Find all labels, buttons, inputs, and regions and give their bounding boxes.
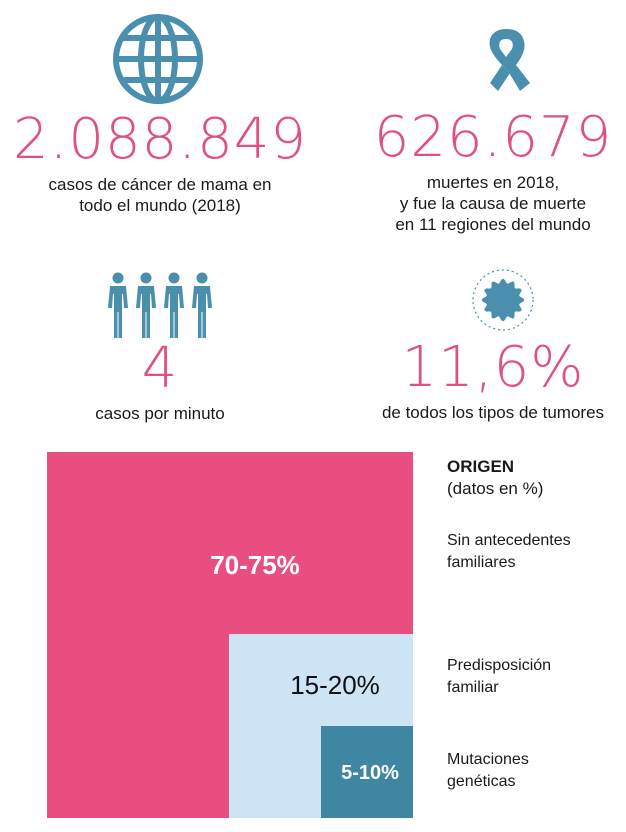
stat-cases-caption: casos de cáncer de mama en todo el mundo… bbox=[0, 174, 320, 216]
ribbon-icon bbox=[489, 29, 530, 91]
stat-per-minute-value: 4 bbox=[141, 336, 179, 401]
stat-cases-value: 2.088.849 bbox=[12, 107, 307, 172]
label-no-family-history: 70-75% bbox=[210, 549, 300, 580]
stat-per-minute-caption: casos por minuto bbox=[0, 403, 320, 424]
caption-line: en 11 regiones del mundo bbox=[395, 215, 591, 234]
stat-tumor-share: 11,6% de todos los tipos de tumores bbox=[360, 340, 626, 423]
label-genetic-mutations: 5-10% bbox=[341, 761, 399, 784]
caption-line: casos de cáncer de mama en bbox=[48, 175, 272, 194]
stat-tumor-share-value: 11,6% bbox=[401, 335, 585, 400]
legend-line: Sin antecedentes bbox=[447, 532, 571, 549]
legend-family-predisposition: Predisposición familiar bbox=[447, 655, 617, 699]
stat-deaths-value: 626.679 bbox=[373, 105, 613, 170]
stat-per-minute: 4 casos por minuto bbox=[0, 341, 320, 424]
stat-tumor-share-caption: de todos los tipos de tumores bbox=[360, 402, 626, 423]
label-family-predisposition: 15-20% bbox=[290, 669, 380, 700]
legend-line: familiar bbox=[447, 679, 499, 696]
caption-line: y fue la causa de muerte bbox=[399, 194, 587, 213]
square-genetic-mutations bbox=[321, 726, 413, 818]
stat-cases: 2.088.849 casos de cáncer de mama en tod… bbox=[0, 112, 320, 216]
chart-legend-title: ORIGEN (datos en %) bbox=[447, 456, 543, 500]
legend-line: Predisposición bbox=[447, 657, 552, 674]
legend-line: Mutaciones bbox=[447, 751, 529, 768]
caption-line: casos por minuto bbox=[95, 404, 225, 423]
globe-icon bbox=[113, 14, 203, 104]
caption-line: muertes en 2018, bbox=[426, 173, 560, 192]
caption-line: todo el mundo (2018) bbox=[79, 196, 241, 215]
legend-no-family-history: Sin antecedentes familiares bbox=[447, 530, 617, 574]
caption-line: de todos los tipos de tumores bbox=[381, 403, 605, 422]
stat-deaths: 626.679 muertes en 2018, y fue la causa … bbox=[360, 110, 626, 235]
legend-genetic-mutations: Mutaciones genéticas bbox=[447, 749, 617, 793]
chart-title: ORIGEN bbox=[447, 457, 515, 476]
tumor-cell-icon bbox=[472, 269, 534, 331]
legend-line: familiares bbox=[447, 554, 516, 571]
stat-deaths-caption: muertes en 2018, y fue la causa de muert… bbox=[360, 172, 626, 235]
legend-line: genéticas bbox=[447, 773, 516, 790]
women-icon bbox=[108, 272, 212, 338]
chart-subtitle: (datos en %) bbox=[447, 479, 544, 498]
